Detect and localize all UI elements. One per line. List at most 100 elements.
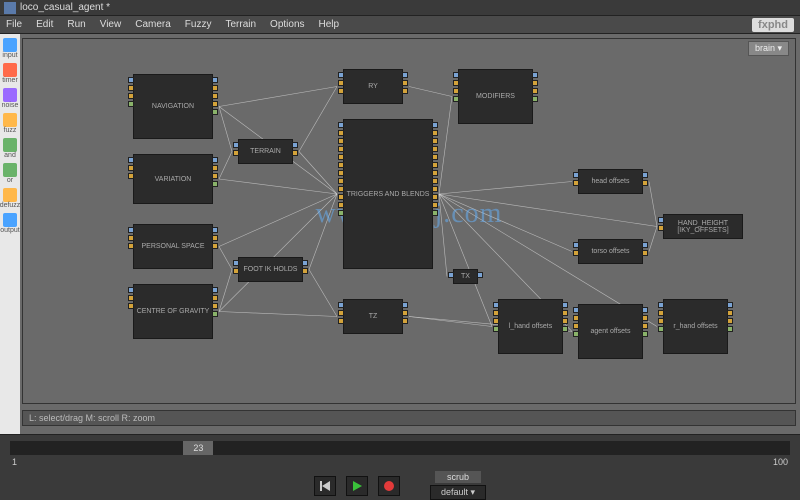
tool-defuzz[interactable]: defuzz bbox=[1, 186, 19, 210]
port[interactable] bbox=[573, 250, 579, 256]
port[interactable] bbox=[727, 326, 733, 332]
menu-terrain[interactable]: Terrain bbox=[225, 19, 256, 30]
menu-help[interactable]: Help bbox=[319, 19, 340, 30]
port[interactable] bbox=[128, 243, 134, 249]
port[interactable] bbox=[402, 80, 408, 86]
port[interactable] bbox=[292, 150, 298, 156]
port[interactable] bbox=[573, 307, 579, 313]
port[interactable] bbox=[128, 101, 134, 107]
record-button[interactable] bbox=[378, 476, 400, 496]
port[interactable] bbox=[212, 77, 218, 83]
port[interactable] bbox=[212, 173, 218, 179]
port[interactable] bbox=[212, 227, 218, 233]
node-canvas[interactable]: brain ▾ www.cgtsj.com NAVIGATIONVARIATIO… bbox=[22, 38, 796, 404]
port[interactable] bbox=[212, 181, 218, 187]
port[interactable] bbox=[658, 225, 664, 231]
port[interactable] bbox=[727, 318, 733, 324]
port[interactable] bbox=[532, 96, 538, 102]
port[interactable] bbox=[562, 302, 568, 308]
node-tz[interactable]: TZ bbox=[343, 299, 403, 334]
port[interactable] bbox=[338, 186, 344, 192]
port[interactable] bbox=[233, 142, 239, 148]
port[interactable] bbox=[233, 260, 239, 266]
port[interactable] bbox=[128, 77, 134, 83]
menu-fuzzy[interactable]: Fuzzy bbox=[185, 19, 212, 30]
port[interactable] bbox=[727, 310, 733, 316]
port[interactable] bbox=[338, 122, 344, 128]
tool-output[interactable]: output bbox=[1, 211, 19, 235]
mode-select[interactable]: default ▾ bbox=[430, 485, 486, 500]
port[interactable] bbox=[128, 173, 134, 179]
port[interactable] bbox=[212, 93, 218, 99]
port[interactable] bbox=[432, 122, 438, 128]
port[interactable] bbox=[573, 315, 579, 321]
port[interactable] bbox=[573, 172, 579, 178]
tool-or[interactable]: or bbox=[1, 161, 19, 185]
port[interactable] bbox=[128, 295, 134, 301]
port[interactable] bbox=[338, 146, 344, 152]
port[interactable] bbox=[338, 130, 344, 136]
port[interactable] bbox=[128, 303, 134, 309]
port[interactable] bbox=[233, 268, 239, 274]
port[interactable] bbox=[453, 80, 459, 86]
port[interactable] bbox=[128, 93, 134, 99]
port[interactable] bbox=[432, 130, 438, 136]
port[interactable] bbox=[573, 180, 579, 186]
port[interactable] bbox=[212, 303, 218, 309]
node-nav[interactable]: NAVIGATION bbox=[133, 74, 213, 139]
port[interactable] bbox=[642, 307, 648, 313]
port[interactable] bbox=[402, 310, 408, 316]
port[interactable] bbox=[338, 318, 344, 324]
timeline[interactable]: 23 bbox=[10, 441, 790, 455]
timeline-marker[interactable]: 23 bbox=[183, 441, 213, 455]
port[interactable] bbox=[453, 96, 459, 102]
port[interactable] bbox=[532, 80, 538, 86]
port[interactable] bbox=[212, 243, 218, 249]
port[interactable] bbox=[212, 311, 218, 317]
port[interactable] bbox=[477, 272, 483, 278]
node-rho[interactable]: r_hand offsets bbox=[663, 299, 728, 354]
port[interactable] bbox=[493, 318, 499, 324]
port[interactable] bbox=[212, 235, 218, 241]
port[interactable] bbox=[573, 323, 579, 329]
port[interactable] bbox=[432, 202, 438, 208]
port[interactable] bbox=[432, 146, 438, 152]
node-mod[interactable]: MODIFIERS bbox=[458, 69, 533, 124]
menu-run[interactable]: Run bbox=[67, 19, 85, 30]
port[interactable] bbox=[212, 101, 218, 107]
port[interactable] bbox=[338, 138, 344, 144]
port[interactable] bbox=[338, 202, 344, 208]
port[interactable] bbox=[338, 72, 344, 78]
port[interactable] bbox=[128, 157, 134, 163]
port[interactable] bbox=[727, 302, 733, 308]
port[interactable] bbox=[573, 242, 579, 248]
port[interactable] bbox=[432, 194, 438, 200]
port[interactable] bbox=[128, 287, 134, 293]
port[interactable] bbox=[233, 150, 239, 156]
port[interactable] bbox=[212, 295, 218, 301]
port[interactable] bbox=[432, 170, 438, 176]
port[interactable] bbox=[302, 260, 308, 266]
port[interactable] bbox=[642, 172, 648, 178]
node-tro[interactable]: torso offsets bbox=[578, 239, 643, 264]
port[interactable] bbox=[212, 287, 218, 293]
port[interactable] bbox=[402, 88, 408, 94]
port[interactable] bbox=[453, 88, 459, 94]
port[interactable] bbox=[128, 85, 134, 91]
port[interactable] bbox=[338, 80, 344, 86]
port[interactable] bbox=[402, 302, 408, 308]
menu-camera[interactable]: Camera bbox=[135, 19, 171, 30]
tool-timer[interactable]: timer bbox=[1, 61, 19, 85]
menu-file[interactable]: File bbox=[6, 19, 22, 30]
port[interactable] bbox=[642, 242, 648, 248]
scrub-button[interactable]: scrub bbox=[435, 471, 481, 483]
node-cog[interactable]: CENTRE OF GRAVITY bbox=[133, 284, 213, 339]
port[interactable] bbox=[448, 272, 454, 278]
node-tx[interactable]: TX bbox=[453, 269, 478, 284]
port[interactable] bbox=[128, 235, 134, 241]
node-hdo[interactable]: head offsets bbox=[578, 169, 643, 194]
port[interactable] bbox=[493, 302, 499, 308]
port[interactable] bbox=[338, 154, 344, 160]
port[interactable] bbox=[432, 138, 438, 144]
node-ter[interactable]: TERRAIN bbox=[238, 139, 293, 164]
